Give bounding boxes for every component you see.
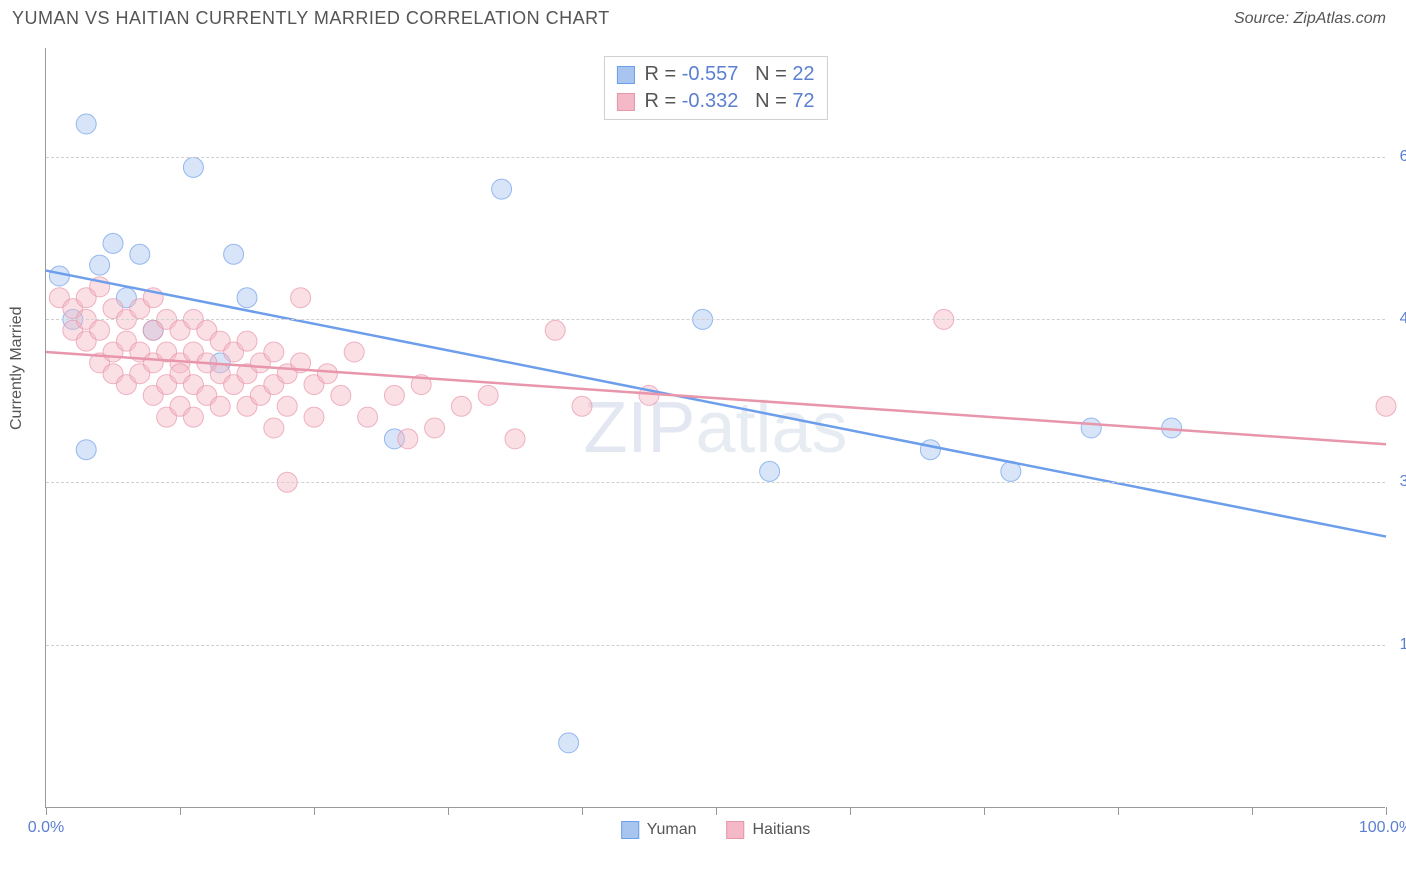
legend-item: Yuman bbox=[621, 821, 697, 839]
x-tick bbox=[716, 807, 717, 815]
data-point bbox=[304, 407, 324, 427]
data-point bbox=[90, 320, 110, 340]
data-point bbox=[237, 288, 257, 308]
x-tick bbox=[314, 807, 315, 815]
data-point bbox=[1376, 396, 1396, 416]
data-point bbox=[76, 440, 96, 460]
data-point bbox=[451, 396, 471, 416]
data-point bbox=[317, 364, 337, 384]
x-tick bbox=[1386, 807, 1387, 815]
data-point bbox=[559, 733, 579, 753]
data-point bbox=[49, 266, 69, 286]
data-point bbox=[572, 396, 592, 416]
data-point bbox=[183, 407, 203, 427]
chart-title: YUMAN VS HAITIAN CURRENTLY MARRIED CORRE… bbox=[12, 8, 610, 29]
x-tick bbox=[582, 807, 583, 815]
data-point bbox=[103, 233, 123, 253]
data-point bbox=[760, 461, 780, 481]
gridline bbox=[46, 319, 1385, 320]
data-point bbox=[224, 244, 244, 264]
data-point bbox=[210, 396, 230, 416]
data-point bbox=[183, 157, 203, 177]
correlation-legend: R = -0.557 N = 22R = -0.332 N = 72 bbox=[603, 56, 827, 120]
data-point bbox=[344, 342, 364, 362]
data-point bbox=[291, 288, 311, 308]
x-tick-label: 0.0% bbox=[28, 819, 64, 837]
series-legend: Yuman Haitians bbox=[621, 821, 811, 839]
y-tick-label: 15.0% bbox=[1400, 636, 1406, 654]
data-point bbox=[264, 418, 284, 438]
legend-swatch bbox=[616, 66, 634, 84]
data-point bbox=[130, 244, 150, 264]
data-point bbox=[425, 418, 445, 438]
data-point bbox=[76, 114, 96, 134]
source-credit: Source: ZipAtlas.com bbox=[1234, 10, 1386, 28]
data-point bbox=[1081, 418, 1101, 438]
gridline bbox=[46, 645, 1385, 646]
data-point bbox=[384, 385, 404, 405]
data-point bbox=[492, 179, 512, 199]
data-point bbox=[478, 385, 498, 405]
legend-swatch bbox=[616, 93, 634, 111]
data-point bbox=[920, 440, 940, 460]
data-point bbox=[545, 320, 565, 340]
x-tick bbox=[1118, 807, 1119, 815]
x-tick bbox=[850, 807, 851, 815]
legend-label: Haitians bbox=[753, 821, 811, 839]
data-point bbox=[277, 396, 297, 416]
y-tick-label: 60.0% bbox=[1400, 148, 1406, 166]
scatter-plot-svg bbox=[46, 48, 1385, 807]
y-tick-label: 30.0% bbox=[1400, 473, 1406, 491]
data-point bbox=[237, 331, 257, 351]
data-point bbox=[331, 385, 351, 405]
correlation-row: R = -0.332 N = 72 bbox=[616, 88, 814, 115]
legend-swatch bbox=[621, 821, 639, 839]
x-tick-label: 100.0% bbox=[1359, 819, 1406, 837]
x-tick bbox=[984, 807, 985, 815]
data-point bbox=[398, 429, 418, 449]
x-tick bbox=[448, 807, 449, 815]
gridline bbox=[46, 482, 1385, 483]
chart-plot-area: ZIPatlas R = -0.557 N = 22R = -0.332 N =… bbox=[45, 48, 1385, 808]
y-axis-label: Currently Married bbox=[8, 306, 26, 430]
gridline bbox=[46, 157, 1385, 158]
correlation-row: R = -0.557 N = 22 bbox=[616, 61, 814, 88]
y-tick-label: 45.0% bbox=[1400, 310, 1406, 328]
data-point bbox=[358, 407, 378, 427]
legend-swatch bbox=[727, 821, 745, 839]
data-point bbox=[90, 255, 110, 275]
x-tick bbox=[46, 807, 47, 815]
legend-item: Haitians bbox=[727, 821, 811, 839]
legend-label: Yuman bbox=[647, 821, 697, 839]
data-point bbox=[264, 342, 284, 362]
x-tick bbox=[1252, 807, 1253, 815]
data-point bbox=[505, 429, 525, 449]
x-tick bbox=[180, 807, 181, 815]
